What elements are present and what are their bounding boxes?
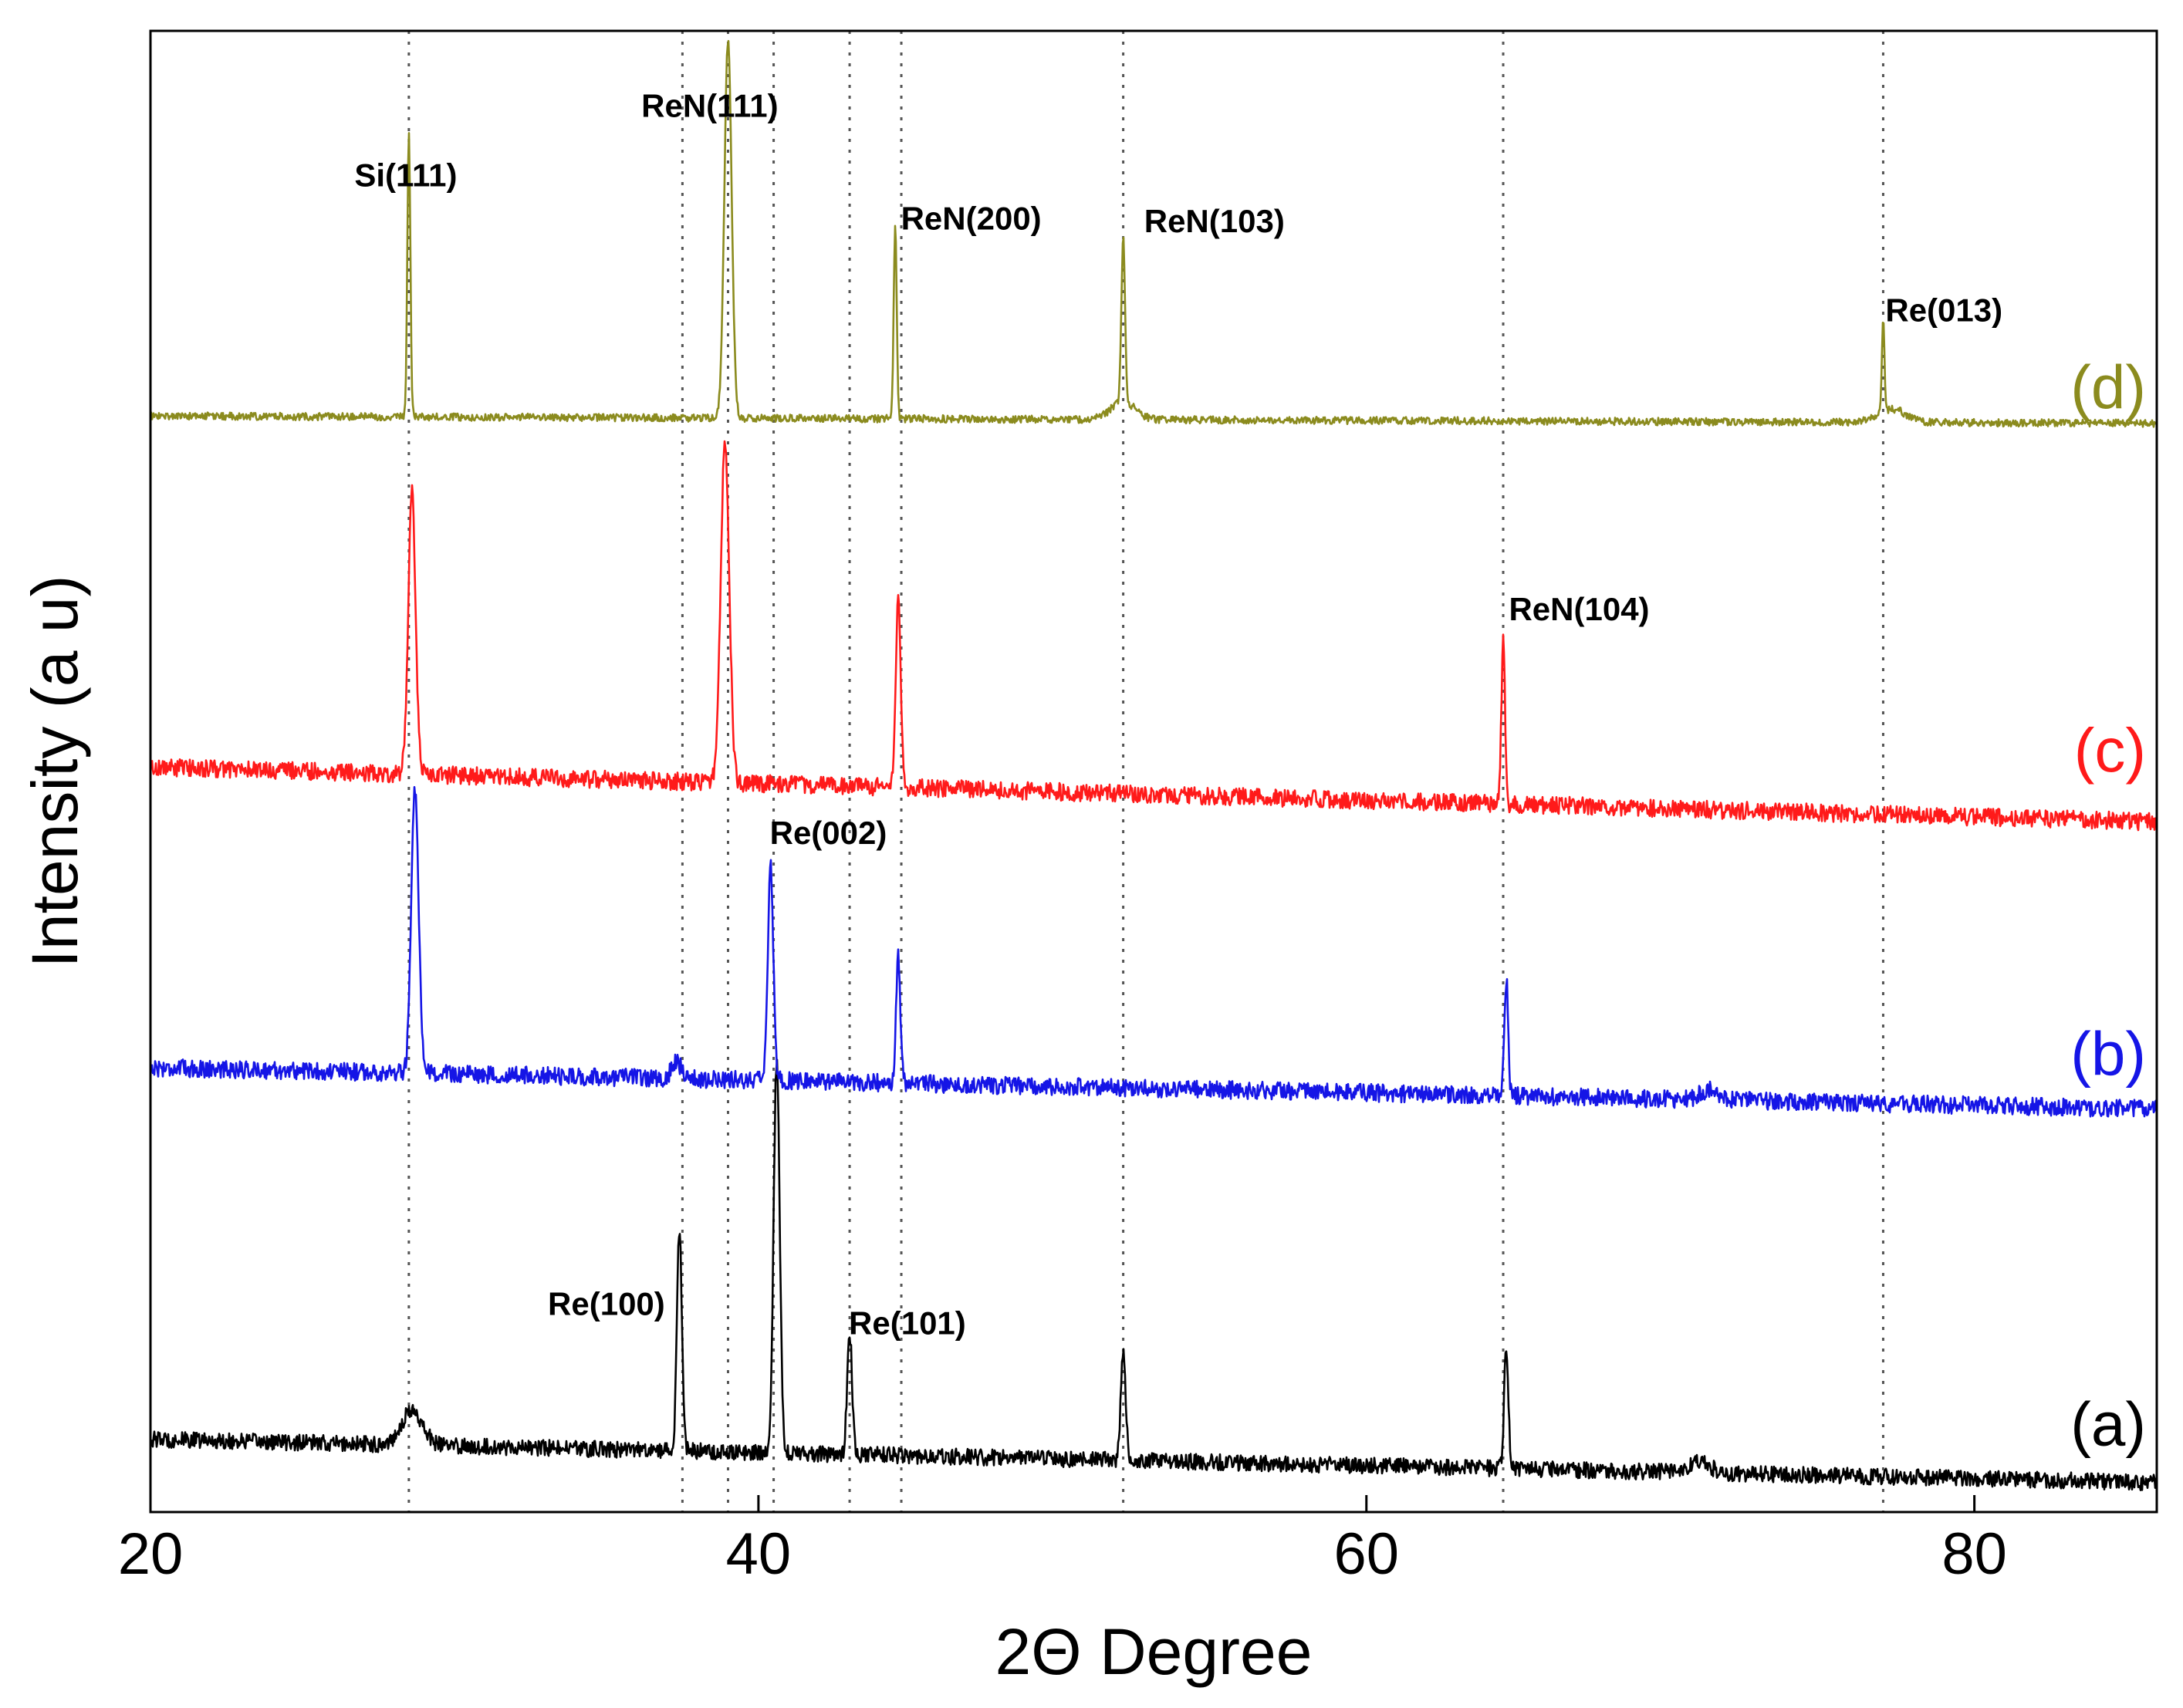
peak-label-8: Re(101) <box>849 1305 966 1342</box>
series-label-0: (d) <box>2070 353 2146 422</box>
peak-annotations: Si(111) ReN(111) ReN(200) ReN(103) Re(013) Re… <box>354 87 2002 1341</box>
peak-label-2: ReN(200) <box>901 200 1042 236</box>
x-tick-label-3: 80 <box>1941 1521 2007 1587</box>
series-lines <box>149 39 2158 1491</box>
peak-label-1: ReN(111) <box>641 87 778 123</box>
plot-frame <box>149 29 2158 1514</box>
peak-label-7: Re(100) <box>548 1286 665 1322</box>
peak-label-4: Re(013) <box>1885 292 2002 328</box>
peak-label-6: Re(002) <box>770 815 887 851</box>
series-label-1: (c) <box>2074 716 2146 785</box>
x-tick-label-1: 40 <box>726 1521 792 1587</box>
series-line-1 <box>149 1058 2158 1491</box>
x-tick-label-2: 60 <box>1333 1521 1399 1587</box>
series-line-2 <box>149 785 2158 1118</box>
peak-label-0: Si(111) <box>354 157 457 194</box>
series-label-2: (b) <box>2070 1020 2146 1089</box>
peak-label-3: ReN(103) <box>1144 203 1285 239</box>
series-label-3: (a) <box>2070 1390 2146 1459</box>
series-line-3 <box>149 440 2158 832</box>
x-axis-ticks: 20 40 60 80 <box>118 1495 2007 1587</box>
y-axis-title: Intensity (a u) <box>19 576 91 968</box>
series-line-4 <box>149 39 2158 428</box>
x-axis-title: 2Θ Degree <box>995 1615 1313 1688</box>
x-tick-label-0: 20 <box>118 1521 184 1587</box>
series-labels: (d) (c) (b) (a) <box>2070 353 2146 1459</box>
peak-label-5: ReN(104) <box>1509 591 1649 627</box>
